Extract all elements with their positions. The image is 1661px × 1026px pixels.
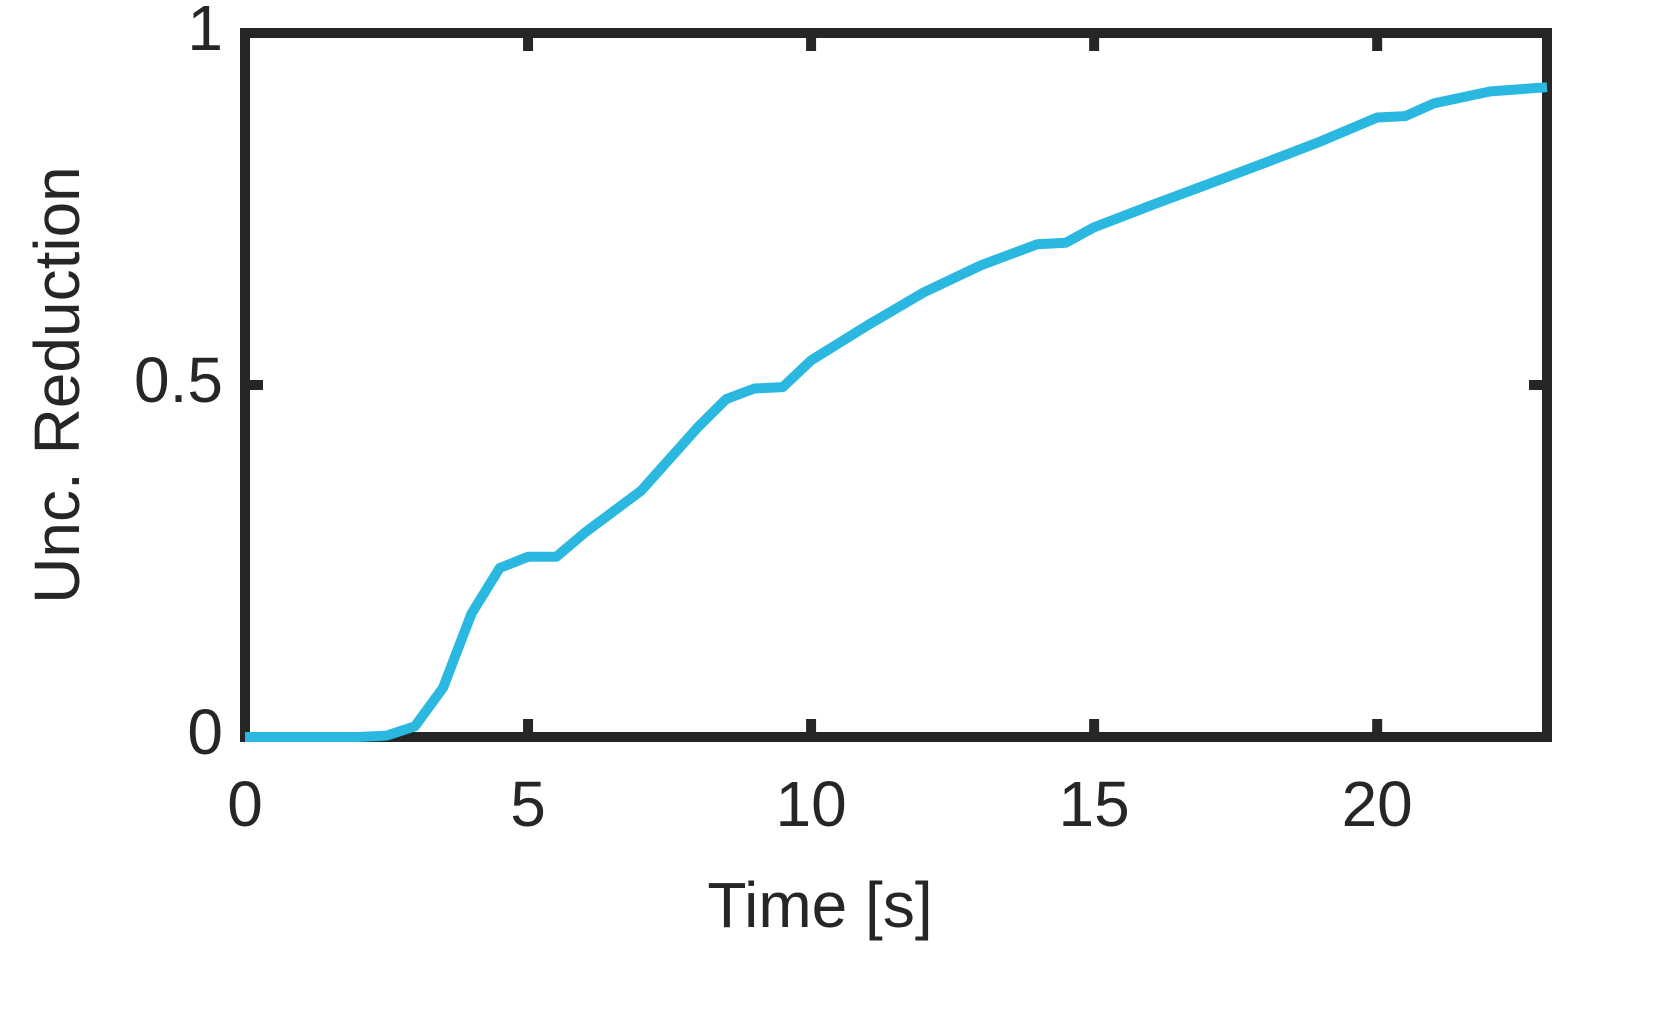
y-tick-label: 0 (187, 696, 223, 768)
plot-frame (240, 28, 1552, 742)
x-tick-label: 0 (227, 768, 263, 840)
x-tick-label: 10 (775, 768, 846, 840)
y-axis-label: Unc. Reduction (21, 166, 93, 604)
data-line (245, 82, 1548, 742)
y-tick-label: 0.5 (134, 344, 223, 416)
x-tick-label: 5 (510, 768, 546, 840)
x-tick-label: 15 (1059, 768, 1130, 840)
x-tick-label: 20 (1342, 768, 1413, 840)
y-tick-label: 1 (187, 0, 223, 64)
x-axis-label: Time [s] (707, 869, 932, 941)
